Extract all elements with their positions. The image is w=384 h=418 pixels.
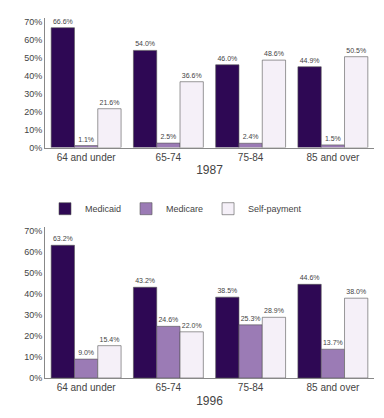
svg-text:50%: 50% bbox=[24, 53, 42, 63]
svg-text:64 and under: 64 and under bbox=[57, 382, 117, 393]
svg-text:64 and under: 64 and under bbox=[57, 152, 117, 163]
svg-text:2.4%: 2.4% bbox=[243, 133, 259, 140]
svg-text:21.6%: 21.6% bbox=[100, 99, 120, 106]
svg-text:85 and over: 85 and over bbox=[306, 382, 359, 393]
svg-text:1996: 1996 bbox=[196, 394, 223, 408]
svg-text:65-74: 65-74 bbox=[156, 382, 182, 393]
svg-text:44.9%: 44.9% bbox=[300, 57, 320, 64]
svg-text:50.5%: 50.5% bbox=[346, 47, 366, 54]
svg-text:20%: 20% bbox=[24, 331, 42, 341]
svg-text:85 and over: 85 and over bbox=[306, 152, 359, 163]
svg-text:9.0%: 9.0% bbox=[78, 349, 94, 356]
svg-text:70%: 70% bbox=[24, 17, 42, 27]
svg-text:30%: 30% bbox=[24, 310, 42, 320]
svg-text:13.7%: 13.7% bbox=[323, 339, 343, 346]
svg-text:1987: 1987 bbox=[196, 163, 223, 177]
svg-text:65-74: 65-74 bbox=[156, 152, 182, 163]
svg-text:1.1%: 1.1% bbox=[78, 136, 94, 143]
svg-text:70%: 70% bbox=[24, 226, 42, 236]
svg-text:Medicare: Medicare bbox=[166, 204, 203, 214]
svg-text:20%: 20% bbox=[24, 107, 42, 117]
svg-text:2.5%: 2.5% bbox=[160, 133, 176, 140]
svg-text:Medicaid: Medicaid bbox=[85, 204, 121, 214]
svg-text:0%: 0% bbox=[29, 373, 42, 383]
svg-text:38.5%: 38.5% bbox=[217, 287, 237, 294]
svg-text:28.9%: 28.9% bbox=[264, 307, 284, 314]
svg-text:60%: 60% bbox=[24, 35, 42, 45]
svg-text:38.0%: 38.0% bbox=[346, 288, 366, 295]
svg-text:75-84: 75-84 bbox=[238, 152, 264, 163]
svg-text:24.6%: 24.6% bbox=[158, 316, 178, 323]
svg-text:15.4%: 15.4% bbox=[100, 336, 120, 343]
svg-text:43.2%: 43.2% bbox=[135, 277, 155, 284]
svg-text:25.3%: 25.3% bbox=[241, 315, 261, 322]
svg-text:36.6%: 36.6% bbox=[182, 72, 202, 79]
svg-text:63.2%: 63.2% bbox=[53, 235, 73, 242]
svg-text:10%: 10% bbox=[24, 125, 42, 135]
svg-text:22.0%: 22.0% bbox=[182, 322, 202, 329]
svg-text:40%: 40% bbox=[24, 71, 42, 81]
svg-text:66.6%: 66.6% bbox=[53, 18, 73, 25]
svg-text:48.6%: 48.6% bbox=[264, 50, 284, 57]
svg-text:1.5%: 1.5% bbox=[325, 135, 341, 142]
svg-text:46.0%: 46.0% bbox=[217, 55, 237, 62]
svg-text:10%: 10% bbox=[24, 352, 42, 362]
svg-text:54.0%: 54.0% bbox=[135, 40, 155, 47]
svg-text:44.6%: 44.6% bbox=[300, 274, 320, 281]
svg-text:Self-payment: Self-payment bbox=[248, 204, 302, 214]
svg-text:75-84: 75-84 bbox=[238, 382, 264, 393]
svg-text:60%: 60% bbox=[24, 247, 42, 257]
svg-text:50%: 50% bbox=[24, 268, 42, 278]
svg-text:30%: 30% bbox=[24, 89, 42, 99]
svg-text:40%: 40% bbox=[24, 289, 42, 299]
svg-text:0%: 0% bbox=[29, 143, 42, 153]
